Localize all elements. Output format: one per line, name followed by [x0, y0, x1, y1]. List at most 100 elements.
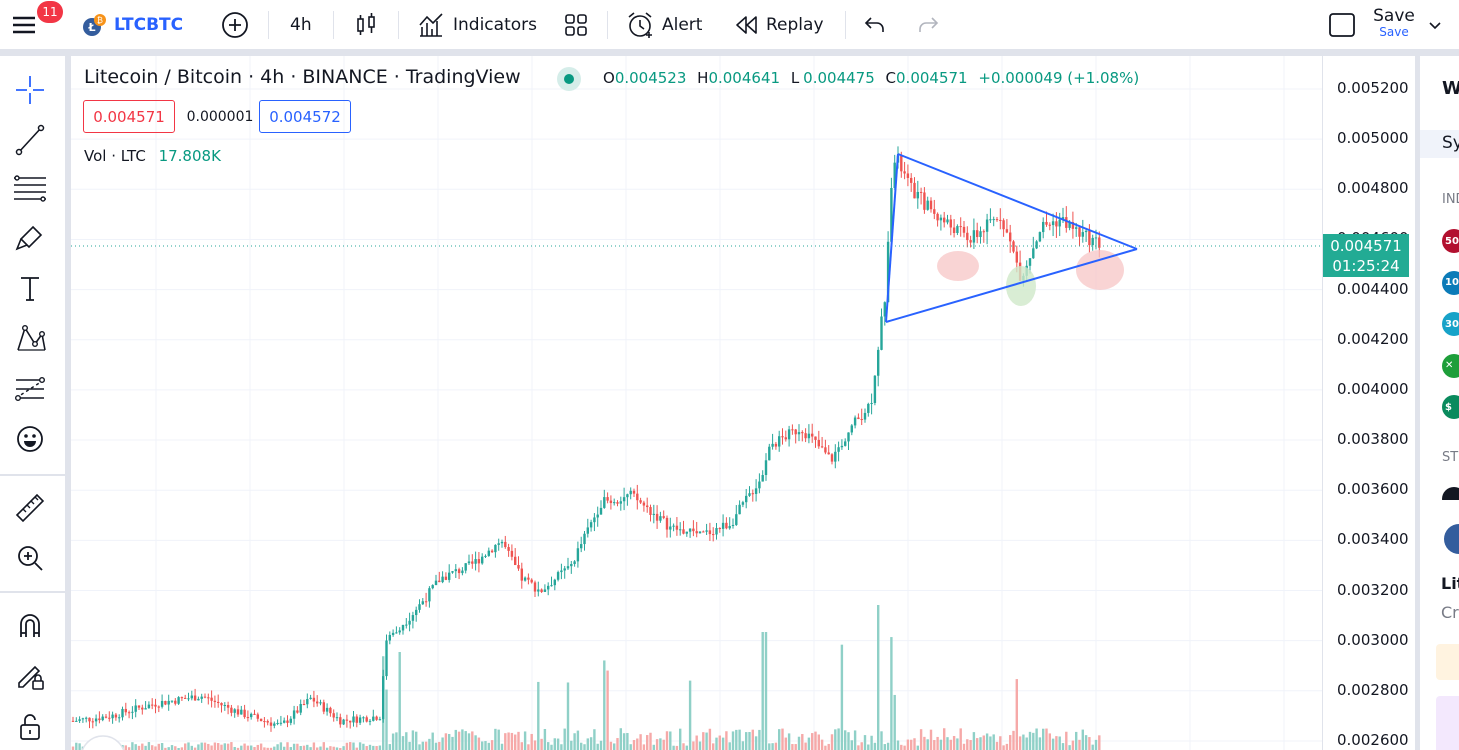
candles [71, 146, 1101, 732]
volume-bar [1081, 729, 1084, 750]
chart-pane[interactable]: Litecoin / Bitcoin · 4h · BINANCE · Trad… [71, 56, 1415, 750]
watchlist-symbol-icon[interactable]: 500 [1442, 229, 1459, 253]
emoji-tool[interactable] [10, 419, 50, 459]
volume-bar [184, 743, 187, 750]
candle-body [1009, 232, 1012, 242]
lock-tool[interactable] [10, 706, 50, 746]
candle-body [596, 514, 599, 518]
lock-drawing-tool[interactable] [10, 656, 50, 696]
text-tool[interactable] [10, 269, 50, 309]
buy-button[interactable]: 0.004572 [259, 100, 351, 133]
triangle-pattern-drawing[interactable] [885, 153, 1138, 323]
fullscreen-button[interactable] [1327, 0, 1357, 50]
promo-banner[interactable] [1436, 696, 1459, 750]
pattern-tool[interactable] [10, 319, 50, 359]
candle-body [606, 497, 609, 501]
candle-body [679, 529, 682, 531]
candle-body [151, 704, 154, 706]
layouts-button[interactable] [563, 0, 589, 50]
volume-bar [550, 744, 553, 750]
candle-body [378, 719, 382, 721]
price-chart[interactable] [71, 56, 1322, 750]
redo-button[interactable] [915, 0, 941, 50]
trend-line-tool[interactable] [10, 120, 50, 160]
candle-body [144, 708, 147, 710]
volume-bar [741, 741, 745, 750]
candle-body [362, 717, 365, 719]
volume-bar [933, 740, 936, 750]
ruler-tool[interactable] [10, 488, 50, 528]
candle-body [200, 696, 203, 699]
watchlist-tab[interactable]: Sy [1420, 130, 1459, 158]
menu-button[interactable] [10, 0, 50, 50]
volume-bar [246, 745, 250, 750]
volume-bar [411, 730, 415, 750]
sell-button[interactable]: 0.004571 [83, 100, 175, 133]
candle-body [332, 713, 335, 718]
candle-body [936, 213, 939, 221]
alert-button[interactable]: Alert [626, 0, 702, 50]
candle-body [85, 717, 88, 719]
volume-bar [127, 747, 131, 750]
volume-bar [256, 744, 259, 750]
candle-body [71, 720, 75, 722]
save-menu-button[interactable] [1428, 0, 1442, 50]
volume-bar [289, 747, 292, 750]
candle-body [94, 718, 98, 722]
volume-bar [523, 731, 527, 750]
undo-button[interactable] [862, 0, 888, 50]
replay-button[interactable]: Replay [734, 0, 824, 50]
candle-body [758, 481, 761, 489]
watchlist-header[interactable]: W [1442, 78, 1459, 99]
volume-bar [481, 741, 484, 750]
candle-body [553, 579, 556, 586]
volume-bar [497, 729, 500, 750]
svg-text:₿: ₿ [97, 16, 103, 25]
candle-body [847, 432, 850, 442]
symbol-search-button[interactable]: Ł ₿ LTCBTC [80, 0, 183, 50]
chart-type-button[interactable] [352, 0, 380, 50]
candle-body [893, 162, 896, 188]
fib-tool[interactable] [10, 169, 50, 209]
crosshair-tool[interactable] [10, 70, 50, 110]
volume-bar [490, 740, 494, 750]
compare-button[interactable] [220, 0, 250, 50]
price-axis-tick: 0.003400 [1337, 530, 1409, 549]
candle-body [883, 302, 886, 317]
notification-badge: 11 [37, 1, 63, 23]
interval-button[interactable]: 4h [290, 14, 312, 35]
candle-body [589, 522, 593, 528]
candle-body [497, 543, 500, 545]
save-button[interactable]: Save Save [1368, 6, 1420, 39]
candle-body [646, 505, 649, 508]
watchlist-symbol-icon[interactable]: $ [1442, 395, 1459, 419]
scroll-button[interactable] [81, 735, 125, 750]
volume-bar [721, 737, 725, 750]
watchlist-symbol-icon[interactable]: 30 [1442, 312, 1459, 336]
candle-body [910, 177, 913, 183]
forecast-tool[interactable] [10, 369, 50, 409]
divider [607, 11, 608, 39]
volume-bar [926, 739, 929, 750]
volume-bar [791, 744, 794, 750]
hamburger-icon [13, 16, 35, 33]
candle-body [1091, 237, 1094, 246]
candle-body [500, 541, 504, 544]
alert-label: Alert [662, 14, 703, 35]
price-axis[interactable]: 0.0052000.0050000.0048000.0046000.004400… [1322, 56, 1415, 750]
watchlist-symbol-icon[interactable]: ✕ [1442, 353, 1459, 378]
volume-bar [543, 728, 547, 750]
indicators-button[interactable]: Indicators [417, 0, 537, 50]
zoom-tool[interactable] [10, 538, 50, 578]
volume-bar [936, 736, 939, 750]
volume-bar [124, 745, 127, 750]
ohlc-legend: O0.004523 H0.004641 L 0.004475 C0.004571 … [603, 69, 1139, 87]
ruler-icon [15, 493, 45, 523]
magnet-tool[interactable] [10, 606, 50, 646]
candle-body [1012, 241, 1015, 252]
candle-body [718, 528, 721, 530]
watchlist-symbol-icon[interactable]: 100 [1442, 270, 1459, 295]
candle-body [1035, 241, 1038, 249]
candle-body [325, 707, 329, 712]
brush-tool[interactable] [10, 219, 50, 259]
